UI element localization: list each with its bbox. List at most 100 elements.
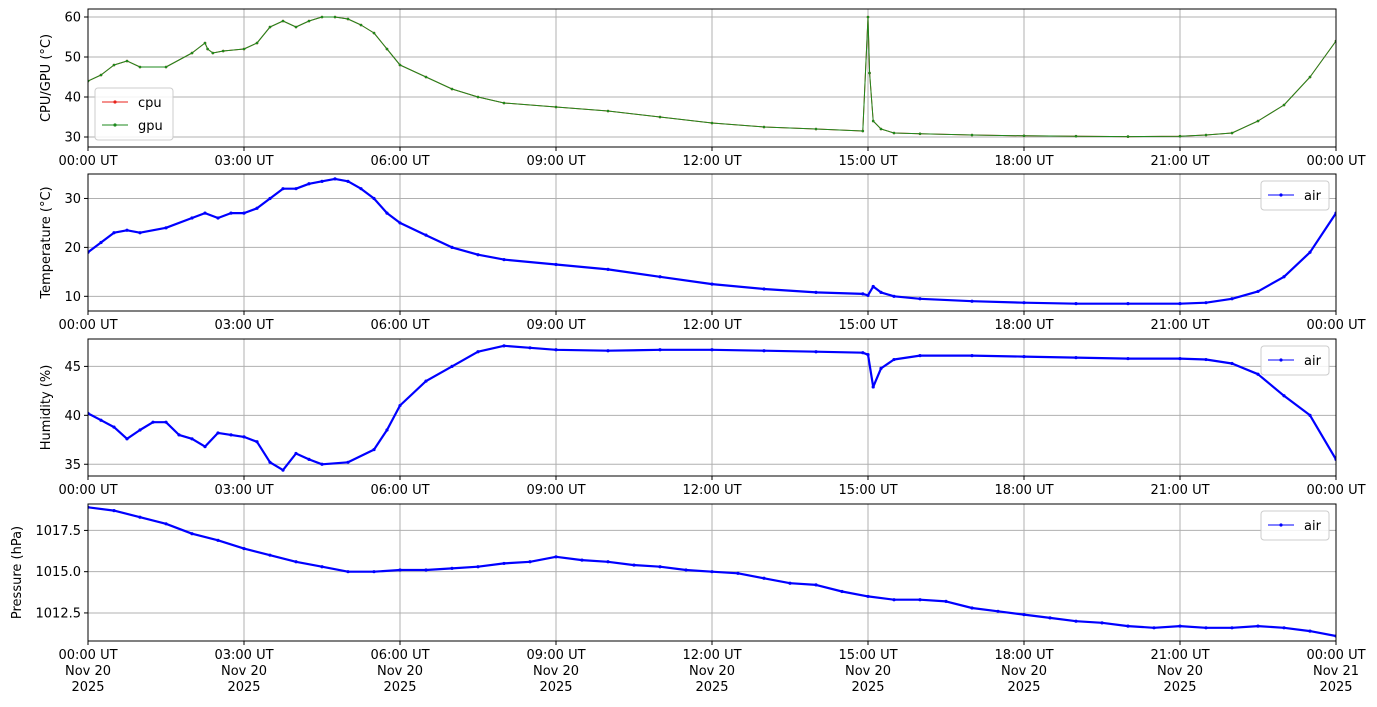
data-point (868, 71, 871, 75)
panel-2: 10 20 30 00:00 UT 03:00 UT 06:00 UT 09:00 UT 12… (39, 173, 1366, 333)
data-point (164, 65, 168, 69)
x-tick-label: 18:00 UT Nov 20 2025 (994, 648, 1053, 695)
data-point (866, 15, 870, 19)
data-point (871, 119, 875, 123)
x-tick-label: 06:00 UT (370, 483, 429, 498)
series-line-gpu (88, 16, 1336, 138)
data-point (892, 357, 896, 362)
data-point (359, 187, 363, 191)
data-point (190, 51, 194, 55)
data-point (1308, 413, 1312, 417)
data-point (398, 63, 402, 67)
data-point (1178, 356, 1182, 361)
data-point (1126, 135, 1130, 138)
data-point (112, 509, 116, 513)
data-point (476, 565, 480, 569)
data-point (879, 366, 883, 370)
x-tick-label: 15:00 UT Nov 20 2025 (838, 648, 897, 695)
x-tick-label: 06:00 UT (370, 318, 429, 333)
x-tick-label: 09:00 UT (526, 318, 585, 333)
data-point (398, 221, 402, 225)
data-point (203, 211, 207, 215)
data-point (944, 599, 948, 603)
data-point (177, 433, 181, 437)
legend-swatch-marker (1279, 358, 1283, 362)
legend-swatch-marker (113, 123, 117, 127)
y-tick-label: 1012.5 (36, 606, 82, 621)
data-point (814, 127, 818, 131)
data-point (307, 182, 311, 186)
data-point (970, 606, 974, 610)
legend: air (1260, 345, 1330, 376)
legend-swatch-marker (1279, 193, 1283, 197)
data-point (294, 187, 298, 191)
legend: air (1260, 510, 1330, 541)
legend: air (1260, 180, 1330, 211)
y-tick-label: 20 (64, 241, 81, 256)
data-point (268, 553, 272, 557)
x-tick-label: 00:00 UT (58, 154, 117, 169)
x-tick-label: 18:00 UT (994, 318, 1053, 333)
x-tick-label: 12:00 UT Nov 20 2025 (682, 648, 741, 695)
x-tick-label: 12:00 UT (682, 483, 741, 498)
data-point (1100, 621, 1104, 625)
data-point (424, 75, 428, 79)
data-point (450, 364, 454, 368)
data-point (164, 420, 168, 424)
data-point (151, 420, 155, 424)
data-point (1282, 103, 1286, 107)
data-point (1048, 616, 1052, 620)
y-axis-label: Temperature (°C) (39, 186, 54, 299)
y-tick-label: 35 (64, 458, 81, 473)
data-point (970, 354, 974, 358)
data-point (996, 609, 1000, 613)
data-point (580, 558, 584, 562)
data-point (242, 211, 246, 215)
data-point (450, 87, 454, 91)
x-tick-label: 21:00 UT Nov 20 2025 (1150, 648, 1209, 695)
data-point (138, 231, 142, 235)
data-point (861, 292, 865, 296)
data-point (203, 445, 207, 449)
data-point (736, 571, 740, 575)
series-group (88, 177, 1336, 306)
data-point (476, 350, 480, 354)
data-point (866, 594, 870, 599)
data-point (528, 346, 532, 350)
x-tick-label: 06:00 UT (370, 154, 429, 169)
data-point (359, 23, 363, 27)
legend: cpu gpu (94, 87, 174, 141)
data-point (866, 293, 870, 297)
x-tick-label: 21:00 UT (1150, 483, 1209, 498)
data-point (255, 440, 259, 444)
data-point (294, 451, 298, 456)
y-axis-label: Humidity (%) (39, 365, 54, 451)
y-axis-label: Pressure (hPa) (10, 526, 25, 619)
x-tick-label: 21:00 UT (1150, 154, 1209, 169)
x-tick-label: 09:00 UT (526, 483, 585, 498)
data-point (229, 433, 233, 437)
series-group (88, 344, 1336, 472)
data-point (1204, 133, 1208, 137)
data-point (333, 177, 337, 181)
data-point (138, 428, 142, 432)
data-point (1204, 301, 1208, 305)
data-point (476, 253, 480, 257)
data-point (424, 379, 428, 383)
series-line-air (88, 177, 1336, 305)
data-point (710, 121, 714, 125)
data-point (1256, 119, 1260, 123)
data-point (871, 284, 875, 289)
data-point (99, 418, 103, 422)
x-tick-label: 03:00 UT (214, 318, 273, 333)
data-point (658, 565, 662, 569)
data-point (970, 299, 974, 303)
data-point (190, 532, 194, 536)
data-point (190, 216, 194, 220)
data-point (112, 425, 116, 429)
data-point (658, 115, 662, 119)
x-tick-label: 00:00 UT (58, 318, 117, 333)
x-tick-label: 06:00 UT Nov 20 2025 (370, 648, 429, 695)
x-tick-label: 18:00 UT (994, 154, 1053, 169)
y-tick-label: 60 (64, 11, 81, 26)
